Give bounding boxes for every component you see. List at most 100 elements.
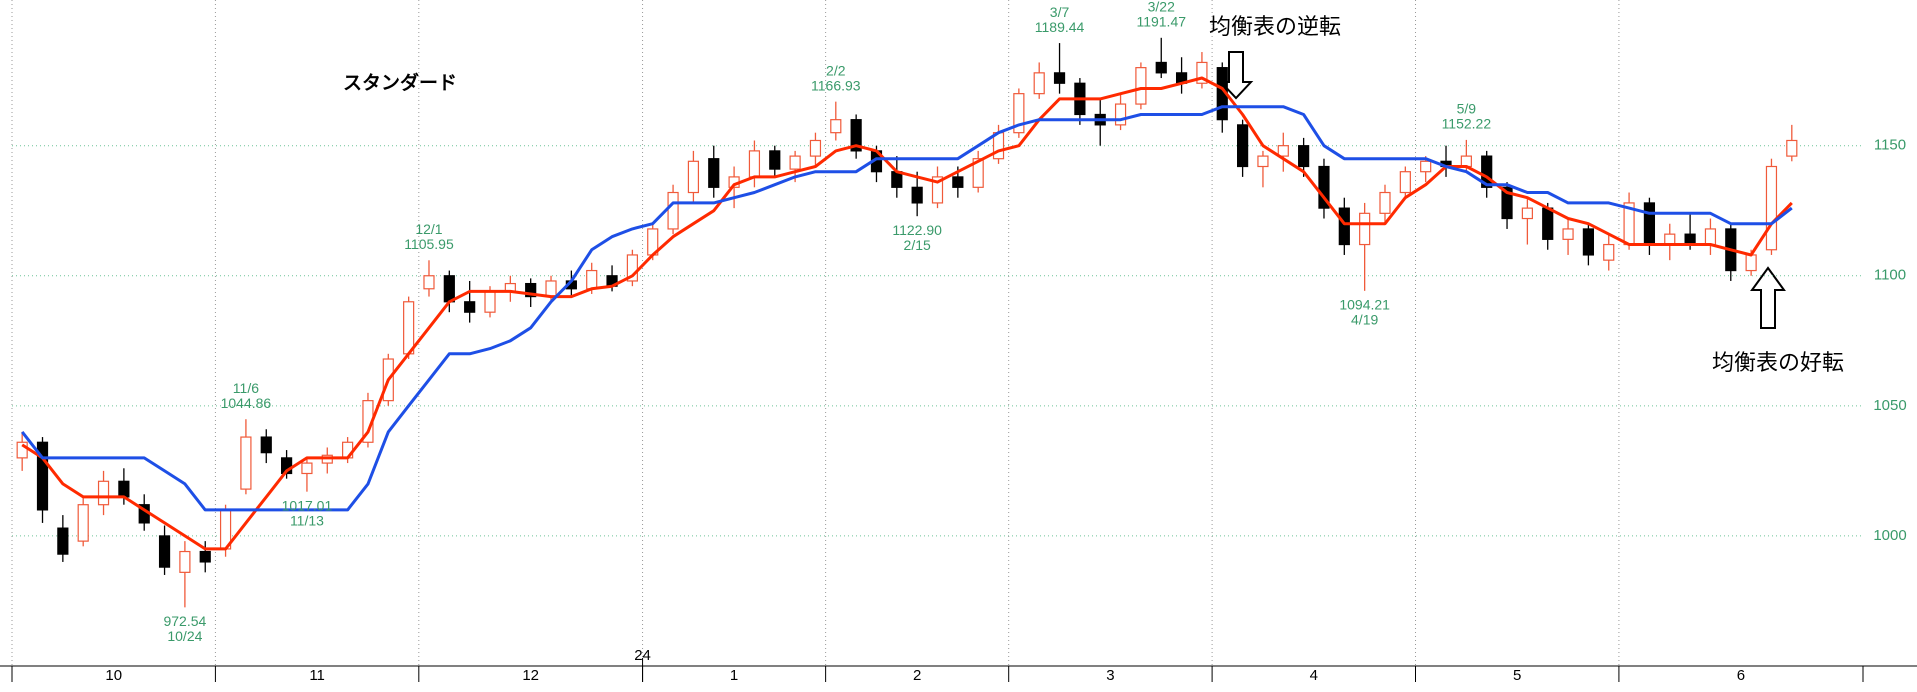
candle-body — [1562, 228, 1574, 240]
candle-body — [179, 550, 191, 573]
annotation-value: 1189.44 — [1035, 19, 1085, 35]
y-tick-label: 1000 — [1873, 527, 1906, 544]
candle-body — [830, 119, 842, 134]
x-tick-label: 5 — [1513, 667, 1521, 684]
candle-body — [1786, 139, 1798, 157]
annotation-date: 11/13 — [290, 512, 324, 528]
candle-body — [952, 176, 964, 188]
annotation-date: 5/9 — [1457, 101, 1477, 117]
candle-body — [850, 119, 862, 152]
candle-body — [1237, 124, 1249, 168]
candle-body — [1053, 72, 1066, 84]
candle-body — [301, 462, 313, 475]
candle-body — [36, 441, 49, 511]
candle-body — [911, 186, 923, 204]
candle-body — [1277, 145, 1289, 157]
candle-body — [1501, 186, 1513, 220]
candle-body — [423, 275, 435, 290]
candle-body — [1643, 202, 1656, 246]
candle-body — [708, 158, 720, 188]
x-tick-label: 11 — [309, 667, 325, 684]
candle-body — [545, 280, 557, 298]
y-tick-label: 1150 — [1874, 137, 1906, 154]
candle-body — [118, 480, 130, 498]
y-tick-label: 1100 — [1874, 267, 1906, 284]
candle-body — [77, 504, 89, 542]
annotation-date: 10/24 — [167, 628, 202, 644]
candle-body — [484, 290, 496, 313]
candle-body — [1420, 160, 1432, 173]
annotation-value: 1044.86 — [221, 395, 272, 411]
x-tick-label: 10 — [105, 667, 122, 684]
candle-body — [1765, 165, 1778, 251]
candle-body — [1359, 212, 1371, 246]
candle-body — [1603, 243, 1615, 261]
candle-body — [1521, 207, 1533, 220]
annotation-date: 3/7 — [1050, 4, 1070, 20]
annotation-value: 1105.95 — [404, 236, 454, 252]
annotation-value: 972.54 — [163, 613, 206, 629]
annotation-date: 11/6 — [233, 380, 259, 396]
candle-body — [1318, 165, 1330, 209]
candle-body — [748, 150, 761, 178]
candle-body — [1684, 233, 1696, 246]
x-tick-label: 1 — [730, 667, 738, 684]
annotation-date: 2/15 — [904, 237, 931, 253]
candle-body — [1155, 61, 1167, 74]
annotation-date: 3/22 — [1148, 0, 1175, 15]
annotation-note: 均衡表の逆転 — [1209, 14, 1341, 39]
candle-body — [1399, 171, 1411, 194]
candle-body — [464, 301, 476, 313]
x-tick-label: 4 — [1310, 667, 1318, 684]
indicator-line — [21, 76, 1793, 551]
annotation-date: 4/19 — [1351, 312, 1378, 328]
candle-body — [1338, 207, 1350, 246]
candle-body — [1196, 61, 1208, 84]
candle-body — [972, 158, 984, 188]
annotation-date: 12/1 — [415, 221, 442, 237]
candle-body — [789, 155, 801, 170]
candle-body — [809, 139, 822, 157]
candle-body — [16, 441, 28, 459]
annotation-value: 1017.01 — [282, 497, 333, 513]
candle-body — [525, 282, 537, 298]
candle-body — [1033, 72, 1045, 95]
annotation-date: 2/2 — [826, 62, 846, 78]
candle-body — [443, 275, 455, 303]
candle-body — [586, 269, 598, 290]
candle-body — [57, 527, 69, 555]
candle-body — [1542, 207, 1554, 240]
candle-body — [1704, 228, 1717, 246]
candle-body — [1664, 233, 1676, 246]
candle-body — [626, 254, 638, 282]
candle-body — [1135, 67, 1147, 105]
x-tick-label: 12 — [522, 667, 539, 684]
annotation-value: 1094.21 — [1339, 297, 1390, 313]
candle-body — [1257, 155, 1269, 168]
candle-body — [240, 436, 252, 490]
arrow-up — [1750, 266, 1786, 329]
candle-body — [1481, 155, 1493, 188]
candle-body — [931, 176, 944, 204]
indicator-line — [21, 105, 1793, 512]
annotation-value: 1191.47 — [1136, 14, 1186, 30]
chart-title: スタンダード — [343, 71, 457, 94]
candle-body — [97, 480, 110, 506]
candle-body — [687, 160, 700, 194]
candle-body — [280, 457, 293, 475]
candle-body — [1379, 191, 1391, 214]
candle-body — [199, 550, 211, 563]
candle-body — [403, 301, 415, 355]
y-tick-label: 1050 — [1873, 397, 1906, 414]
candle-body — [1745, 254, 1757, 272]
annotation-value: 1122.90 — [892, 222, 942, 238]
annotation-note: 均衡表の好転 — [1712, 350, 1844, 375]
candle-body — [1460, 155, 1472, 168]
annotation-value: 1152.22 — [1442, 116, 1492, 132]
candle-body — [1582, 228, 1595, 256]
x-tick-label: 3 — [1106, 667, 1114, 684]
annotation-value: 1166.93 — [811, 77, 861, 93]
year-label: 24 — [634, 647, 651, 664]
candle-body — [1298, 145, 1310, 168]
